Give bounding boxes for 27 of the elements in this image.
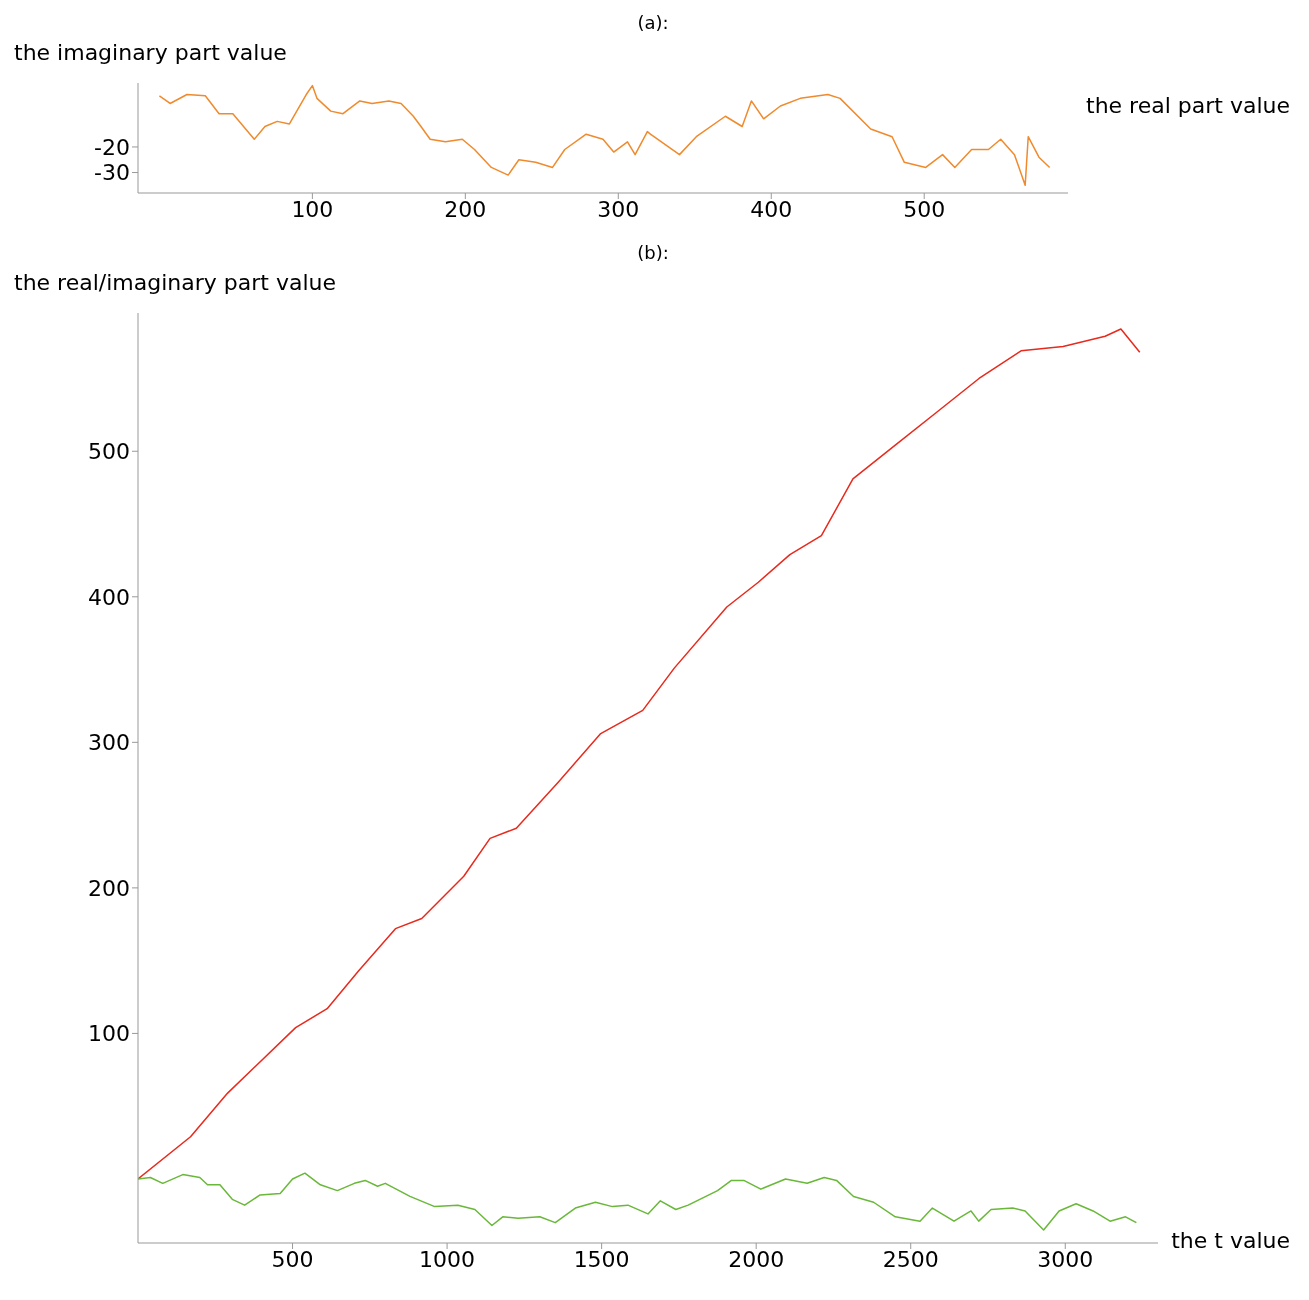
- x-tick-label: 100: [291, 196, 334, 222]
- x-tick-label: 3000: [1037, 1246, 1094, 1272]
- y-tick-label: 200: [88, 875, 130, 901]
- x-tick-label: 300: [597, 196, 640, 222]
- chart-title: (b):: [636, 242, 670, 263]
- y-tick-label: 500: [88, 439, 130, 465]
- y-axis-title: the real/imaginary part value: [14, 270, 336, 295]
- x-tick-label: 400: [750, 196, 793, 222]
- y-tick-label: 400: [88, 584, 130, 610]
- x-tick-label: 200: [444, 196, 487, 222]
- x-tick-label: 2500: [882, 1246, 939, 1272]
- y-tick-label: 300: [88, 730, 130, 756]
- x-tick-label: 1000: [419, 1246, 476, 1272]
- y-tick-label: -30: [94, 160, 130, 186]
- x-axis-title: the t value: [1171, 1228, 1290, 1253]
- x-tick-label: 500: [271, 1246, 314, 1272]
- y-axis-title: the imaginary part value: [14, 40, 287, 65]
- chart-title: (a):: [636, 12, 670, 33]
- x-axis-title: the real part value: [1086, 93, 1290, 118]
- line-series: [158, 84, 1051, 187]
- line-series: [138, 328, 1141, 1180]
- x-tick-label: 2000: [728, 1246, 785, 1272]
- line-series: [138, 1172, 1138, 1231]
- x-tick-label: 1500: [573, 1246, 630, 1272]
- x-tick-label: 500: [903, 196, 946, 222]
- y-tick-label: -20: [94, 134, 130, 160]
- y-tick-label: 100: [88, 1021, 130, 1047]
